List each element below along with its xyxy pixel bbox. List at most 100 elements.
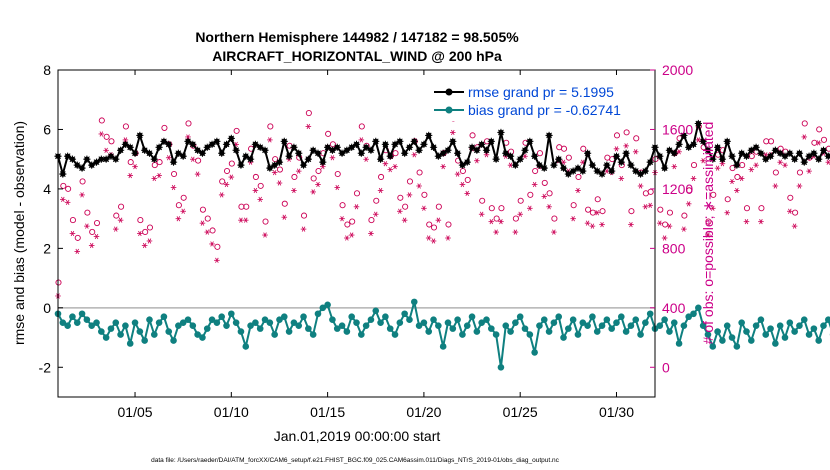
obs-assimilated-point [671,164,678,170]
y-left-tick-label: -2 [39,359,52,375]
obs-assimilated-point [310,189,316,195]
bias-point [492,331,500,338]
rmse-point [160,137,168,145]
bias-point [666,328,673,335]
obs-possible-point [536,150,544,157]
rmse-point [742,152,751,160]
bias-point [208,316,216,324]
rmse-point [661,164,669,172]
obs-assimilated-point [329,155,336,161]
rmse-point [824,152,830,160]
obs-possible-point [137,217,144,224]
bias-point [781,334,789,341]
obs-possible-point [281,200,288,207]
bias-point [228,310,235,318]
obs-assimilated-point [714,165,721,171]
bias-point [78,310,86,318]
bias-point [762,331,770,338]
obs-assimilated-point [377,187,384,194]
bias-point [488,325,495,332]
rmse-point [559,164,568,172]
rmse-point [97,155,105,163]
obs-assimilated-point [599,222,605,228]
bias-point [526,331,534,338]
rmse-point [396,137,404,145]
obs-assimilated-point [729,178,735,185]
rmse-point [405,143,414,151]
rmse-point [776,149,784,157]
rmse-point [208,140,216,148]
obs-possible-point [89,228,96,236]
obs-possible-point [180,194,187,201]
bias-point [507,328,514,335]
obs-possible-point [98,117,105,124]
rmse-point [227,134,235,142]
rmse-point [608,167,616,175]
rmse-point [675,140,683,148]
rmse-point [121,140,130,148]
bias-point [386,325,394,332]
bias-point [59,319,67,326]
obs-assimilated-point [575,187,581,194]
rmse-point [218,149,226,157]
obs-assimilated-point [637,183,644,189]
obs-possible-point [816,126,823,133]
obs-assimilated-point [430,238,437,244]
bias-point [815,337,822,344]
obs-assimilated-point [397,208,403,214]
rmse-point [545,131,553,139]
obs-possible-point [156,159,163,166]
rmse-point [454,149,462,157]
bias-point [126,340,134,347]
bias-point [184,316,192,324]
bias-point [661,316,668,324]
rmse-point [242,152,250,160]
bias-point [820,322,827,329]
rmse-point [179,152,187,160]
bias-point [329,316,336,324]
obs-possible-point [565,154,572,161]
bias-point [723,322,731,329]
x-axis-label: Jan.01,2019 00:00:00 start [274,428,441,444]
obs-assimilated-point [474,158,480,164]
bias-point [343,328,351,335]
rmse-point [290,143,298,151]
bias-point [165,328,173,335]
obs-assimilated-point [825,159,830,165]
bias-point [550,319,558,326]
obs-possible-point [214,243,221,250]
obs-possible-point [435,203,442,210]
obs-assimilated-point [628,222,634,228]
rmse-point [670,149,678,157]
obs-possible-point [613,132,621,139]
obs-assimilated-point [449,129,456,136]
bias-point [459,331,466,338]
chart-title: Northern Hemisphere 144982 / 147182 = 98… [195,29,519,45]
bias-point [521,325,529,332]
obs-assimilated-point [93,233,100,240]
bias-point [497,363,505,371]
obs-possible-point [175,202,182,209]
rmse-point [569,167,577,175]
bias-point [131,319,139,326]
obs-assimilated-point [758,219,764,225]
obs-possible-point [743,205,751,212]
obs-assimilated-point [666,223,673,229]
bias-point [410,298,418,306]
obs-assimilated-point [748,167,755,173]
obs-possible-point [69,217,76,224]
obs-assimilated-point [541,193,548,200]
data-file-footer: data file: /Users/raeder/DAI/ATM_forcXX/… [151,457,560,464]
bias-point [280,313,288,321]
obs-possible-point [686,187,693,194]
obs-possible-point [498,205,505,212]
rmse-point [588,161,597,169]
obs-possible-point [527,191,534,198]
bias-point [415,322,423,329]
obs-assimilated-point [194,171,201,177]
rmse-point [314,149,322,157]
rmse-point [73,161,81,169]
obs-assimilated-point [753,162,759,168]
bias-point [502,322,510,329]
obs-possible-point [291,173,298,181]
